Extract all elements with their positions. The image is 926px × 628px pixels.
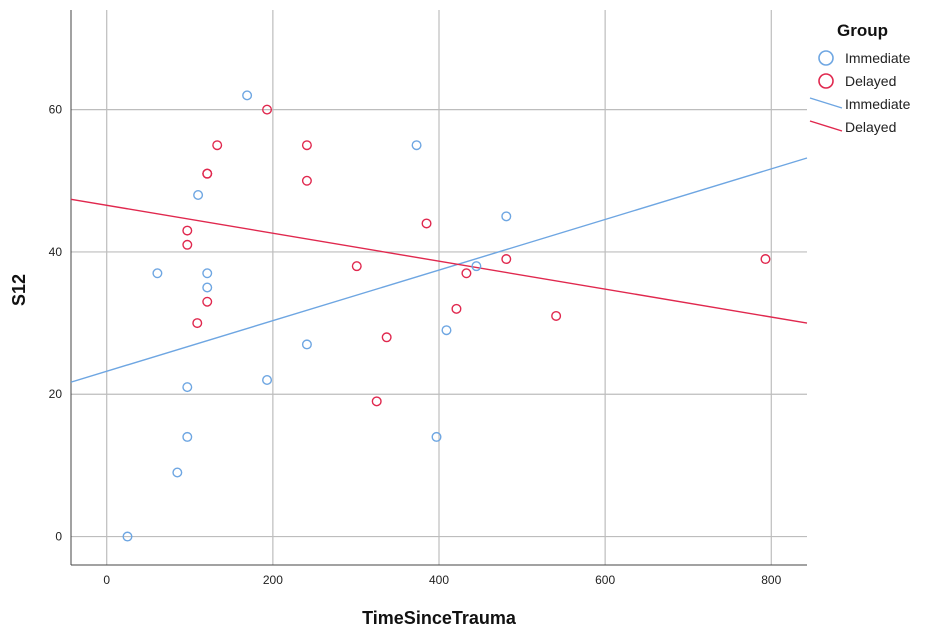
fit-lines — [70, 157, 808, 383]
legend-line-delayed — [809, 120, 843, 132]
point-delayed — [192, 318, 203, 329]
point-delayed — [501, 254, 512, 265]
x-tick-label: 0 — [103, 573, 110, 587]
point-delayed — [301, 175, 312, 186]
legend-line-immediate — [809, 97, 843, 109]
point-delayed — [301, 140, 312, 151]
grid-lines — [71, 10, 807, 565]
x-tick-label: 400 — [429, 573, 449, 587]
point-immediate — [301, 339, 312, 350]
point-delayed — [202, 296, 213, 307]
y-axis-title: S12 — [9, 274, 29, 306]
x-tick-label: 200 — [263, 573, 283, 587]
x-tick-labels: 0 200 400 600 800 — [103, 573, 781, 587]
point-immediate — [431, 431, 442, 442]
point-immediate — [441, 325, 452, 336]
point-delayed — [421, 218, 432, 229]
legend: Group Immediate Delayed Immediate Delayed — [809, 21, 911, 135]
point-delayed — [262, 104, 273, 115]
y-tick-labels: 0 20 40 60 — [49, 103, 63, 544]
fit-line-immediate — [70, 157, 808, 383]
y-tick-label: 60 — [49, 103, 63, 117]
point-immediate — [262, 375, 273, 386]
fit-line-delayed — [70, 198, 808, 324]
point-immediate — [501, 211, 512, 222]
point-immediate — [182, 382, 193, 393]
legend-marker-delayed — [818, 73, 834, 89]
legend-label: Immediate — [845, 50, 911, 66]
point-immediate — [202, 268, 213, 279]
x-tick-label: 800 — [761, 573, 781, 587]
y-tick-label: 0 — [55, 530, 62, 544]
point-immediate — [122, 531, 133, 542]
point-delayed — [212, 140, 223, 151]
point-delayed — [371, 396, 382, 407]
point-immediate — [411, 140, 422, 151]
y-tick-label: 40 — [49, 245, 63, 259]
legend-label: Delayed — [845, 73, 896, 89]
point-delayed — [760, 254, 771, 265]
legend-marker-immediate — [818, 50, 834, 66]
point-immediate — [202, 282, 213, 293]
point-immediate — [152, 268, 163, 279]
x-tick-label: 600 — [595, 573, 615, 587]
point-delayed — [551, 310, 562, 321]
x-axis-title: TimeSinceTrauma — [362, 608, 517, 628]
point-immediate — [172, 467, 183, 478]
point-delayed — [202, 168, 213, 179]
legend-title: Group — [837, 21, 888, 40]
legend-label: Delayed — [845, 119, 896, 135]
point-immediate — [242, 90, 253, 101]
axes — [70, 10, 807, 566]
point-delayed — [451, 303, 462, 314]
data-points — [122, 90, 771, 542]
point-immediate — [182, 431, 193, 442]
point-immediate — [193, 189, 204, 200]
point-delayed — [381, 332, 392, 343]
point-delayed — [461, 268, 472, 279]
point-delayed — [351, 261, 362, 272]
point-delayed — [182, 225, 193, 236]
legend-label: Immediate — [845, 96, 911, 112]
point-delayed — [182, 239, 193, 250]
point-immediate — [471, 261, 482, 272]
y-tick-label: 20 — [49, 387, 63, 401]
